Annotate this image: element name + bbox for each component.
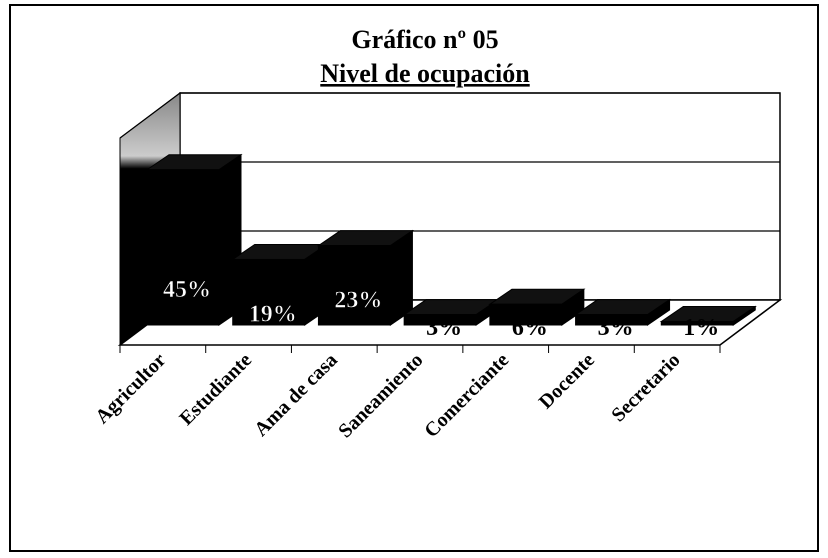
bar-front (317, 245, 391, 326)
value-label: 3% (598, 315, 634, 341)
bar-front (575, 314, 649, 326)
value-label: 3% (426, 315, 462, 341)
bar (145, 153, 243, 326)
grid-line (119, 92, 780, 139)
bar-front (660, 321, 734, 326)
bar-front (146, 169, 220, 326)
value-label: 45% (163, 277, 211, 303)
bar (488, 288, 586, 326)
bar (573, 298, 672, 326)
bar-front (403, 314, 477, 326)
value-label: 6% (512, 315, 548, 341)
chart-subtitle: Nivel de ocupación (320, 59, 530, 88)
bar (659, 305, 757, 326)
chart-title: Gráfico nº 05 (351, 25, 498, 54)
value-label: 23% (334, 288, 382, 314)
bar (316, 229, 415, 326)
bar-front (232, 258, 306, 326)
bar-front (489, 303, 563, 326)
value-label: 19% (249, 301, 297, 327)
value-label: 1% (683, 315, 719, 341)
